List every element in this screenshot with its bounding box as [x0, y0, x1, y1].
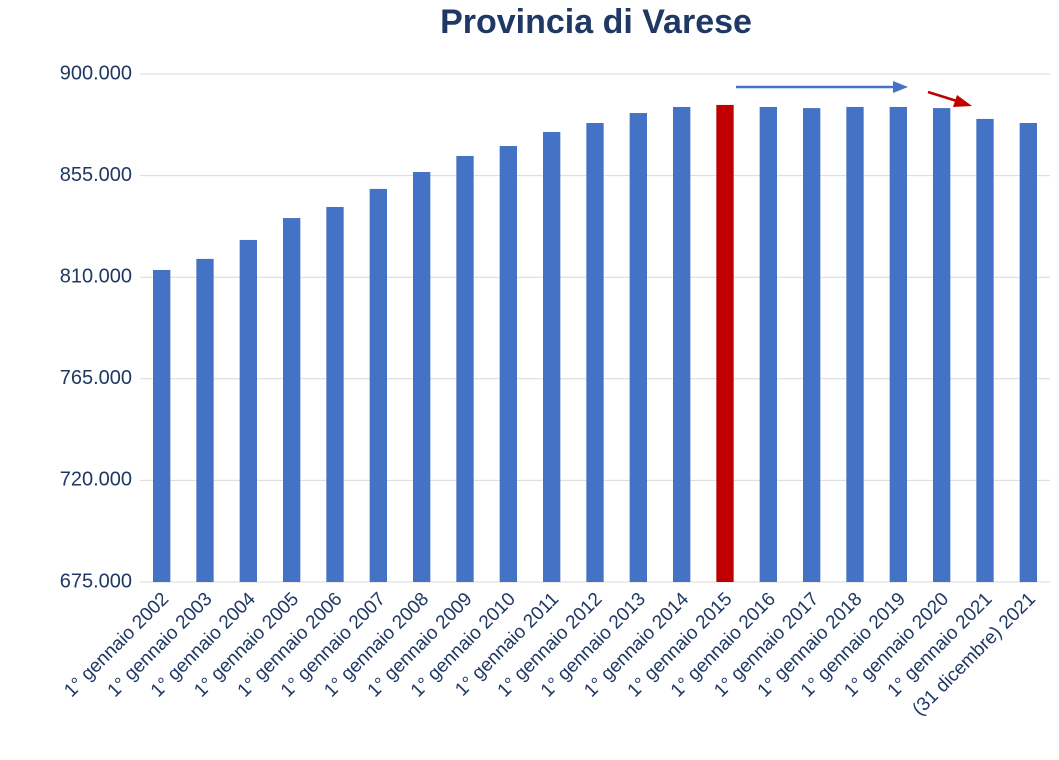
- bar: [499, 146, 517, 582]
- chart-title: Provincia di Varese: [440, 3, 752, 41]
- bar: [1019, 122, 1037, 582]
- red-arrow: [927, 90, 961, 104]
- bar: [153, 269, 171, 582]
- bar: [933, 108, 951, 583]
- y-tick-label: 900.000: [60, 62, 132, 84]
- bar: [846, 106, 864, 582]
- bar: [673, 106, 691, 582]
- plot: 675.000 720.000 765.000 810.000 855.000 900.0…: [60, 62, 1050, 720]
- y-tick-label: 855.000: [60, 164, 132, 186]
- red-arrow-head: [953, 95, 972, 107]
- bar: [586, 122, 604, 582]
- bar: [889, 106, 907, 582]
- y-tick-label: 810.000: [60, 265, 132, 287]
- bar: [629, 113, 647, 582]
- bar: [759, 106, 777, 582]
- bar: [239, 239, 257, 583]
- bar: [369, 188, 387, 582]
- bar: [196, 258, 214, 582]
- bar: [326, 206, 344, 583]
- blue-arrow-head: [893, 81, 908, 93]
- bar: [413, 171, 431, 582]
- bar: [456, 155, 474, 582]
- bar: [976, 118, 994, 582]
- bar: [803, 108, 821, 583]
- trend-arrows: [736, 81, 972, 107]
- bar: [716, 104, 734, 583]
- y-tick-label: 675.000: [60, 570, 132, 592]
- bar: [283, 218, 301, 583]
- y-tick-label: 720.000: [60, 469, 132, 491]
- y-tick-label: 765.000: [60, 367, 132, 389]
- bar: [543, 132, 561, 582]
